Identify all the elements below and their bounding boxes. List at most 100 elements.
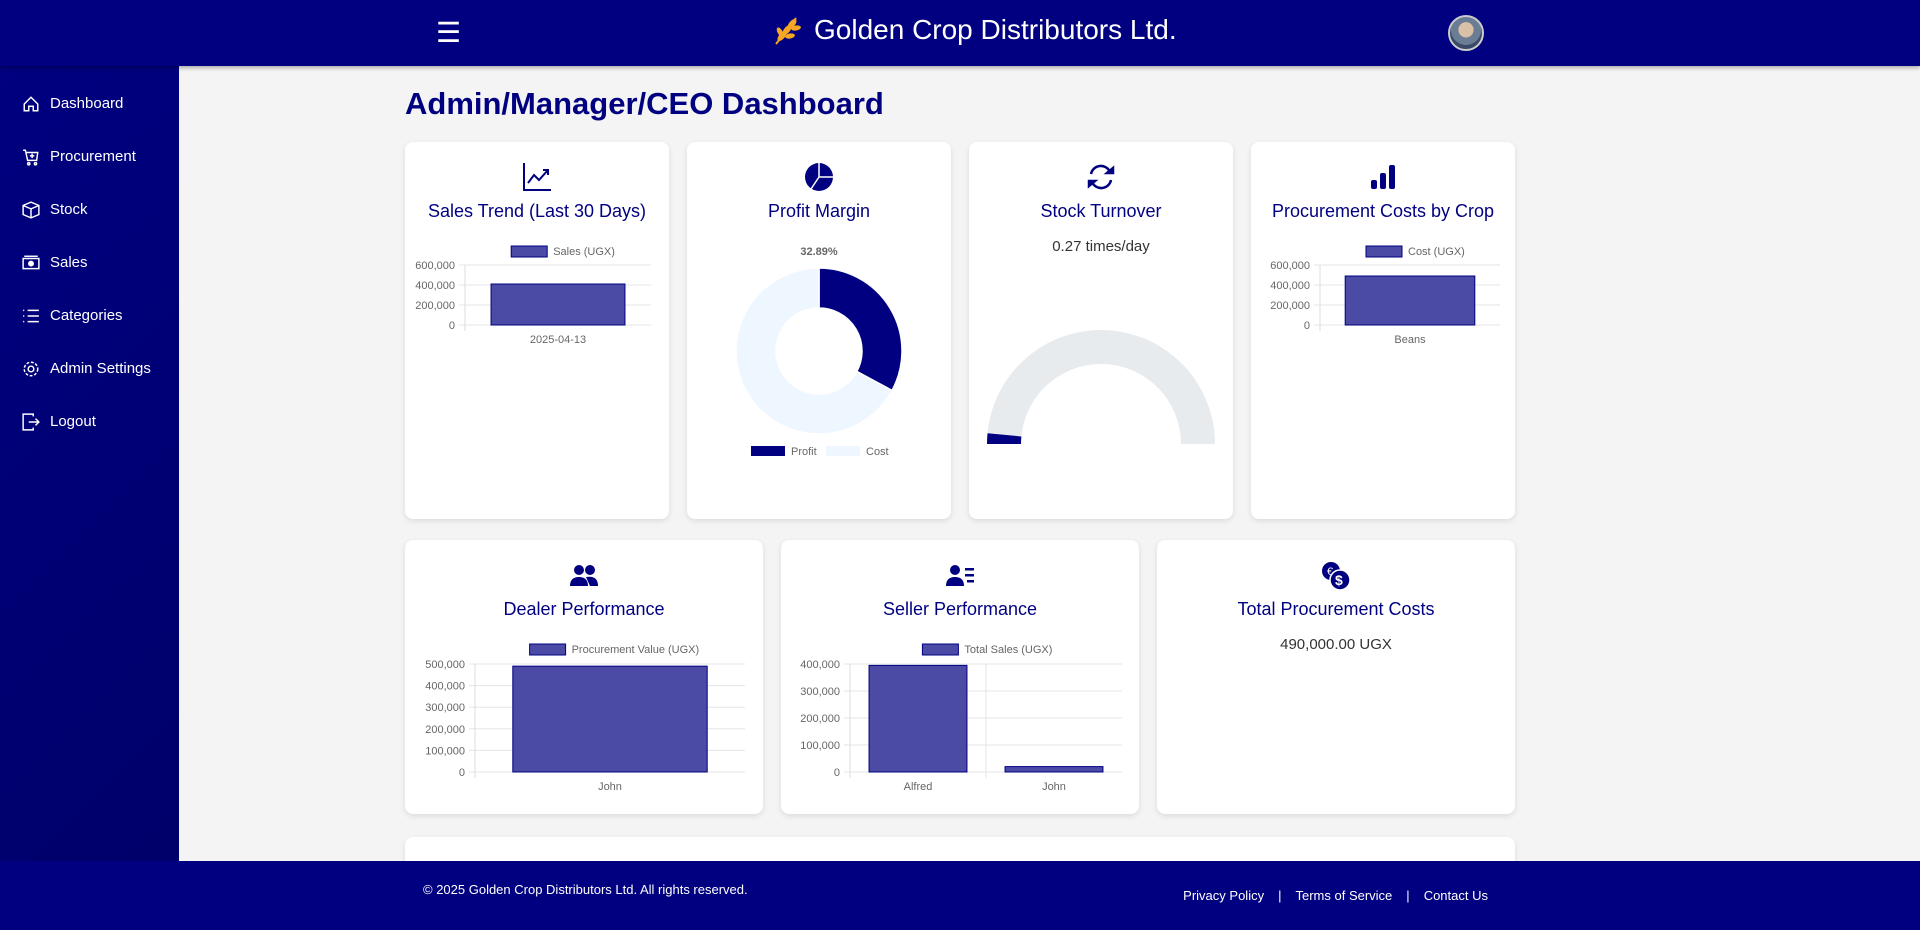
- user-list-icon: [781, 560, 1139, 590]
- refresh-icon: [969, 162, 1233, 192]
- y-tick-label: 300,000: [425, 702, 465, 714]
- list-icon: [23, 309, 39, 322]
- x-tick-label: John: [598, 781, 622, 793]
- bar: [512, 665, 708, 773]
- bar: [490, 283, 626, 326]
- y-tick-label: 400,000: [425, 681, 465, 693]
- legend-swatch: [826, 446, 860, 456]
- y-tick-label: 500,000: [425, 659, 465, 671]
- profit-margin-card: Profit Margin 32.89% Profit Cost: [687, 142, 951, 519]
- terms-link[interactable]: Terms of Service: [1295, 888, 1393, 903]
- legend-label: Profit: [791, 446, 817, 458]
- home-icon: [23, 95, 39, 111]
- y-tick-label: 600,000: [415, 260, 455, 272]
- y-tick-label: 0: [459, 767, 465, 779]
- dealer-performance-chart: Procurement Value (UGX) 0 100,000 200,000 30…: [425, 643, 745, 793]
- separator: |: [1278, 888, 1282, 903]
- sidebar-item-dashboard[interactable]: Dashboard: [0, 77, 179, 130]
- top-header: ☰ Golden Crop Distributors Ltd.: [0, 0, 1920, 66]
- logout-icon: [22, 412, 40, 431]
- stock-turnover-card: Stock Turnover 0.27 times/day: [969, 142, 1233, 519]
- brand[interactable]: Golden Crop Distributors Ltd.: [772, 14, 1177, 46]
- legend-swatch: [921, 643, 959, 656]
- donut-slice-cost: [735, 267, 894, 435]
- sidebar-item-procurement[interactable]: Procurement: [0, 130, 179, 183]
- card-title: Dealer Performance: [503, 599, 665, 619]
- user-avatar[interactable]: [1448, 15, 1484, 51]
- y-tick-label: 300,000: [800, 686, 840, 698]
- legend-swatch: [529, 643, 567, 656]
- y-tick-label: 100,000: [800, 740, 840, 752]
- y-tick-label: 100,000: [425, 745, 465, 757]
- sidebar-item-label: Admin Settings: [50, 360, 151, 377]
- page-title: Admin/Manager/CEO Dashboard: [405, 86, 884, 121]
- legend-label: Total Sales (UGX): [964, 644, 1052, 656]
- box-icon: [22, 200, 40, 219]
- sales-trend-chart: Sales (UGX) 0 200,000 400,000 600,000 2025-04…: [415, 245, 651, 346]
- x-tick-label: Beans: [1394, 334, 1426, 346]
- y-tick-label: 0: [449, 320, 455, 332]
- sidebar-item-categories[interactable]: Categories: [0, 289, 179, 342]
- chart-line-icon: [405, 162, 669, 192]
- x-tick-label: Alfred: [904, 781, 933, 793]
- svg-text:€: €: [1327, 566, 1333, 578]
- total-procurement-card: € $ Total Procurement Costs 490,000.00 UG…: [1157, 540, 1515, 814]
- procurement-by-crop-card: Procurement Costs by Crop Cost (UGX) 0 200…: [1251, 142, 1515, 519]
- sidebar-item-label: Logout: [50, 413, 96, 430]
- sidebar-item-label: Categories: [50, 307, 123, 324]
- brand-title: Golden Crop Distributors Ltd.: [814, 14, 1177, 45]
- card-title: Procurement Costs by Crop: [1271, 201, 1495, 221]
- cart-plus-icon: [23, 149, 39, 166]
- footer: © 2025 Golden Crop Distributors Ltd. All…: [0, 861, 1920, 930]
- y-tick-label: 400,000: [415, 280, 455, 292]
- x-tick-label: John: [1042, 781, 1066, 793]
- bar: [1004, 766, 1104, 773]
- percentage-label: 32.89%: [800, 246, 838, 258]
- pie-chart-icon: [687, 162, 951, 192]
- y-tick-label: 0: [1304, 320, 1310, 332]
- legend-swatch: [510, 245, 548, 258]
- coins-icon: € $: [1157, 560, 1515, 591]
- legend-label: Procurement Value (UGX): [572, 644, 700, 656]
- bar: [1344, 275, 1476, 326]
- legend-label: Sales (UGX): [553, 246, 615, 258]
- users-icon: [405, 560, 763, 590]
- legend-label: Cost (UGX): [1408, 246, 1465, 258]
- footer-links: Privacy Policy | Terms of Service | Contac…: [1183, 888, 1488, 903]
- sidebar-item-logout[interactable]: Logout: [0, 395, 179, 448]
- sidebar: Dashboard Procurement Stock Sales Catego…: [0, 66, 179, 861]
- sales-trend-card: Sales Trend (Last 30 Days) Sales (UGX) 0 2…: [405, 142, 669, 519]
- contact-link[interactable]: Contact Us: [1423, 888, 1488, 903]
- sidebar-item-label: Sales: [50, 254, 88, 271]
- y-tick-label: 0: [834, 767, 840, 779]
- cash-icon: [22, 255, 40, 269]
- procurement-by-crop-chart: Cost (UGX) 0 200,000 400,000 600,000 Beans: [1270, 245, 1500, 346]
- svg-text:$: $: [1335, 572, 1343, 588]
- sidebar-item-stock[interactable]: Stock: [0, 183, 179, 236]
- card-title: Seller Performance: [882, 599, 1038, 619]
- legend-swatch: [1365, 245, 1403, 258]
- sidebar-item-admin-settings[interactable]: Admin Settings: [0, 342, 179, 395]
- sidebar-item-label: Stock: [50, 201, 88, 218]
- hamburger-menu-icon[interactable]: ☰: [436, 17, 462, 48]
- wheat-logo-icon: [775, 17, 801, 45]
- y-tick-label: 200,000: [1270, 300, 1310, 312]
- gauge-fill: [987, 433, 1022, 444]
- card-title: Stock Turnover: [1040, 201, 1162, 221]
- separator: |: [1406, 888, 1410, 903]
- profit-margin-chart: 32.89% Profit Cost: [735, 246, 903, 458]
- privacy-policy-link[interactable]: Privacy Policy: [1183, 888, 1265, 903]
- signal-bars-icon: [1251, 162, 1515, 192]
- total-procurement-value: 490,000.00 UGX: [1280, 636, 1392, 653]
- bar: [868, 664, 968, 773]
- gauge-track: [987, 330, 1215, 444]
- y-tick-label: 600,000: [1270, 260, 1310, 272]
- sidebar-item-label: Procurement: [50, 148, 136, 165]
- legend-label: Cost: [866, 446, 889, 458]
- card-title: Total Procurement Costs: [1237, 599, 1435, 619]
- y-tick-label: 400,000: [1270, 280, 1310, 292]
- seller-performance-chart: Total Sales (UGX) 0 100,000 200,000 300,000 4…: [800, 643, 1122, 793]
- gear-icon: [23, 361, 39, 376]
- sidebar-item-sales[interactable]: Sales: [0, 236, 179, 289]
- y-tick-label: 400,000: [800, 659, 840, 671]
